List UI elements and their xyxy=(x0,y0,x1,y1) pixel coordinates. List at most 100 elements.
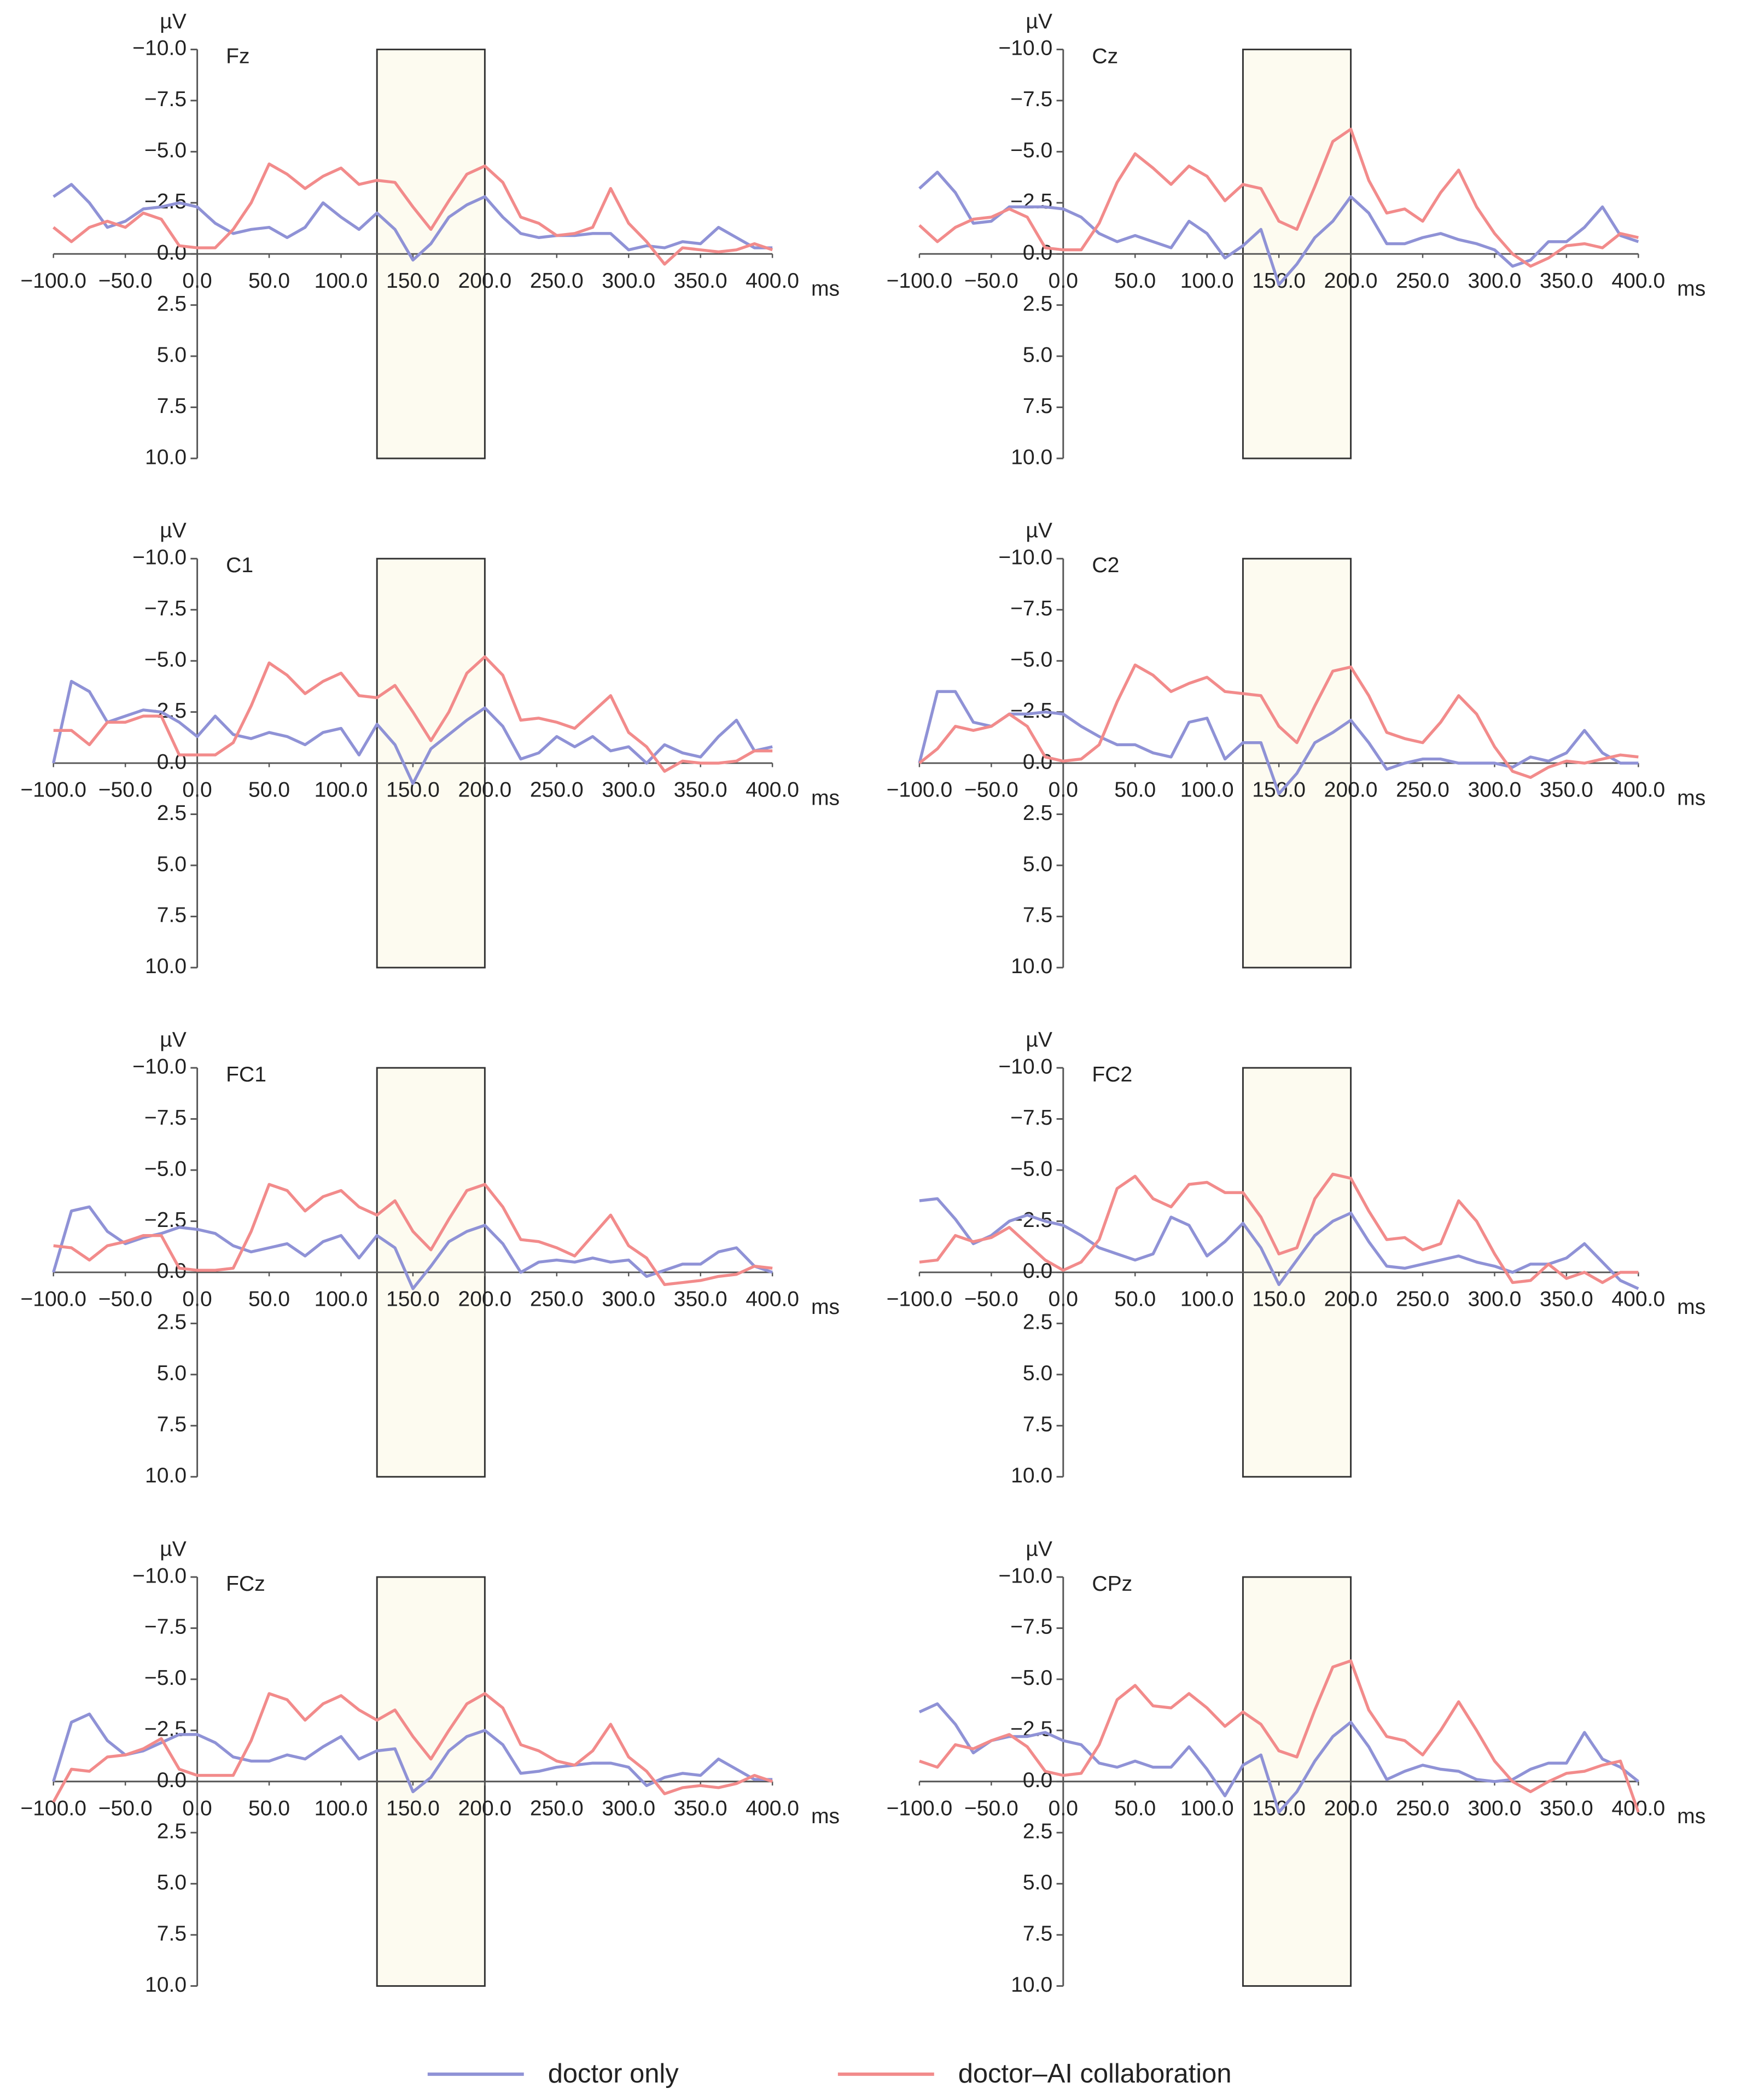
x-tick-label: 300.0 xyxy=(602,1288,655,1311)
x-tick-label: −50.0 xyxy=(964,1796,1018,1820)
erp-line xyxy=(53,162,773,266)
x-tick-label: −50.0 xyxy=(98,778,153,802)
y-axis-label: µV xyxy=(160,519,187,543)
x-tick-label: −50.0 xyxy=(964,778,1018,802)
x-tick-label: 50.0 xyxy=(248,1288,290,1311)
y-tick-label: 10.0 xyxy=(1011,445,1052,469)
x-tick-label: 250.0 xyxy=(530,778,584,802)
y-tick-label: −7.5 xyxy=(144,88,187,111)
x-tick-label: 400.0 xyxy=(746,269,799,293)
channel-label: C1 xyxy=(226,554,253,577)
legend: doctor only doctor–AI collaboration xyxy=(427,2059,1232,2089)
x-axis-label: ms xyxy=(1677,786,1705,810)
y-axis-label: µV xyxy=(1026,1537,1052,1561)
y-axis-label: µV xyxy=(160,10,187,33)
x-tick-label: −100.0 xyxy=(20,269,86,293)
y-tick-label: 2.5 xyxy=(1023,292,1052,316)
x-tick-label: 0.0 xyxy=(1049,1796,1078,1820)
y-tick-label: −10.0 xyxy=(998,1564,1052,1587)
y-tick-label: 7.5 xyxy=(1023,1922,1052,1945)
x-tick-label: 250.0 xyxy=(1396,1796,1449,1820)
y-tick-label: 5.0 xyxy=(1023,1871,1052,1894)
y-axis-label: µV xyxy=(1026,1028,1052,1052)
y-tick-label: 2.5 xyxy=(157,1311,187,1334)
x-tick-label: 50.0 xyxy=(1114,1288,1156,1311)
x-tick-label: 400.0 xyxy=(746,778,799,802)
x-tick-label: 200.0 xyxy=(458,1288,511,1311)
x-tick-label: 150.0 xyxy=(386,269,440,293)
y-tick-label: −5.0 xyxy=(1010,1157,1052,1180)
erp-panel: −10.0−7.5−5.0−2.50.02.55.07.510.0−100.0−… xyxy=(887,1537,1706,1996)
x-tick-label: 50.0 xyxy=(248,1796,290,1820)
y-tick-label: −7.5 xyxy=(1010,597,1052,620)
erp-line xyxy=(53,1183,773,1287)
x-tick-label: 50.0 xyxy=(248,778,290,802)
y-tick-label: 0.0 xyxy=(1023,241,1052,265)
channel-label: CPz xyxy=(1092,1572,1132,1596)
x-tick-label: 200.0 xyxy=(1324,269,1378,293)
x-tick-label: −50.0 xyxy=(964,1288,1018,1311)
y-tick-label: −5.0 xyxy=(1010,648,1052,671)
x-tick-label: 0.0 xyxy=(182,1796,212,1820)
x-tick-label: 350.0 xyxy=(674,269,727,293)
x-tick-label: −100.0 xyxy=(20,1288,86,1311)
y-tick-label: −2.5 xyxy=(1010,190,1052,213)
y-tick-label: 5.0 xyxy=(157,343,187,367)
y-tick-label: 2.5 xyxy=(157,801,187,825)
x-tick-label: 0.0 xyxy=(182,1288,212,1311)
x-tick-label: −50.0 xyxy=(98,269,153,293)
y-tick-label: 10.0 xyxy=(1011,955,1052,978)
x-tick-label: 250.0 xyxy=(1396,269,1449,293)
x-tick-label: 100.0 xyxy=(315,1288,368,1311)
channel-label: FCz xyxy=(226,1572,265,1596)
x-tick-label: 300.0 xyxy=(602,778,655,802)
y-tick-label: 5.0 xyxy=(157,1362,187,1385)
y-axis-label: µV xyxy=(1026,519,1052,543)
x-tick-label: −50.0 xyxy=(964,269,1018,293)
y-tick-label: 10.0 xyxy=(145,955,187,978)
y-tick-label: 10.0 xyxy=(145,445,187,469)
x-tick-label: 200.0 xyxy=(1324,1796,1378,1820)
y-tick-label: 2.5 xyxy=(157,292,187,316)
y-tick-label: −10.0 xyxy=(132,1564,187,1587)
y-tick-label: 5.0 xyxy=(1023,852,1052,876)
y-tick-label: 5.0 xyxy=(157,1871,187,1894)
y-tick-label: 0.0 xyxy=(1023,1259,1052,1283)
y-tick-label: −5.0 xyxy=(144,139,187,162)
erp-panel: −10.0−7.5−5.0−2.50.02.55.07.510.0−100.0−… xyxy=(20,1028,840,1487)
x-axis-label: ms xyxy=(1677,1805,1705,1828)
y-tick-label: 0.0 xyxy=(157,241,187,265)
x-tick-label: 400.0 xyxy=(1611,778,1665,802)
x-tick-label: 200.0 xyxy=(1324,778,1378,802)
x-tick-label: 300.0 xyxy=(1468,1796,1522,1820)
y-tick-label: 0.0 xyxy=(157,1769,187,1792)
erp-line xyxy=(52,1205,773,1290)
y-tick-label: 10.0 xyxy=(145,1973,187,1997)
erp-line xyxy=(52,1712,773,1794)
x-tick-label: 100.0 xyxy=(1180,778,1234,802)
x-tick-label: 50.0 xyxy=(1114,778,1156,802)
x-tick-label: 350.0 xyxy=(1540,269,1593,293)
y-tick-label: 2.5 xyxy=(1023,1311,1052,1334)
x-tick-label: 350.0 xyxy=(1540,1796,1593,1820)
y-tick-label: −5.0 xyxy=(144,1666,187,1690)
x-tick-label: 100.0 xyxy=(1180,269,1234,293)
erp-line xyxy=(53,183,773,262)
y-tick-label: −5.0 xyxy=(1010,139,1052,162)
erp-line xyxy=(918,171,1639,286)
erp-line xyxy=(918,663,1639,779)
erp-panel: −10.0−7.5−5.0−2.50.02.55.07.510.0−100.0−… xyxy=(887,1028,1706,1487)
y-tick-label: −5.0 xyxy=(144,648,187,671)
x-tick-label: 200.0 xyxy=(458,778,511,802)
x-tick-label: 100.0 xyxy=(315,1796,368,1820)
y-tick-label: −10.0 xyxy=(132,546,187,569)
erp-line xyxy=(919,1172,1639,1284)
x-tick-label: 100.0 xyxy=(1180,1288,1234,1311)
x-tick-label: 300.0 xyxy=(1468,269,1522,293)
erp-line xyxy=(919,1197,1639,1290)
x-tick-label: −100.0 xyxy=(887,269,953,293)
x-tick-label: 50.0 xyxy=(1114,269,1156,293)
y-tick-label: 0.0 xyxy=(157,1259,187,1283)
y-tick-label: 5.0 xyxy=(1023,1362,1052,1385)
erp-line xyxy=(918,690,1639,795)
